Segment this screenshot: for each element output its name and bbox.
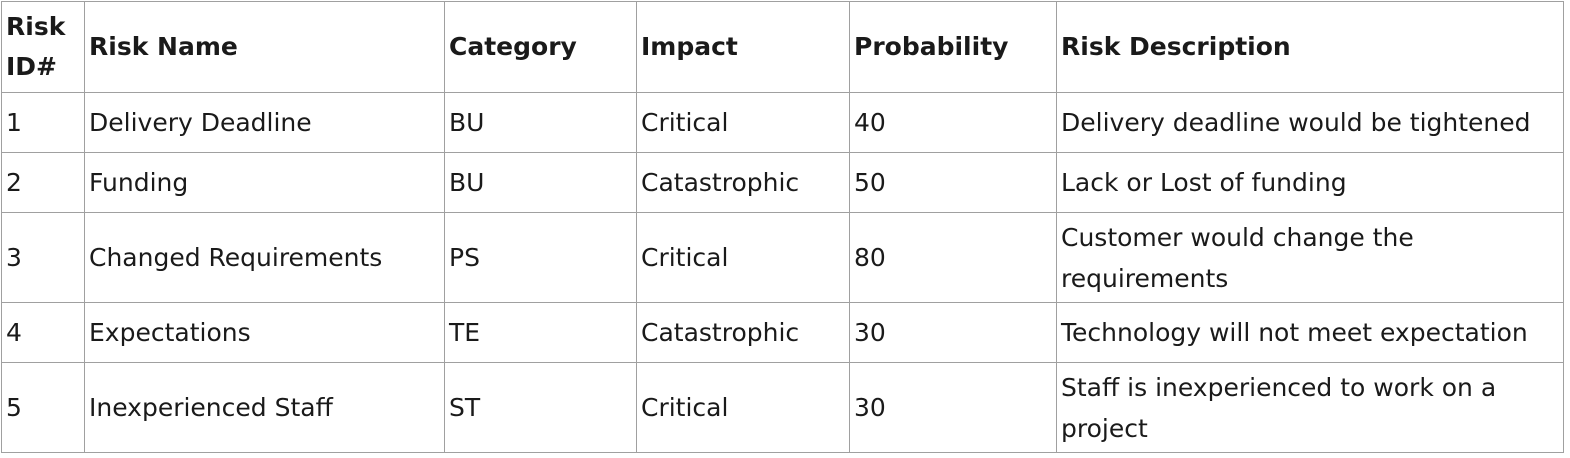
- table-row: 1 Delivery Deadline BU Critical 40 Deliv…: [1, 92, 1564, 153]
- cell-category: PS: [444, 212, 637, 303]
- cell-probability: 30: [849, 362, 1057, 453]
- cell-impact: Catastrophic: [636, 302, 850, 363]
- cell-risk-name: Expectations: [84, 302, 445, 363]
- cell-category: TE: [444, 302, 637, 363]
- cell-impact: Catastrophic: [636, 152, 850, 213]
- header-category: Category: [444, 1, 637, 93]
- cell-risk-name: Delivery Deadline: [84, 92, 445, 153]
- header-probability: Probability: [849, 1, 1057, 93]
- cell-risk-description: Technology will not meet expectation: [1056, 302, 1564, 363]
- cell-risk-description: Lack or Lost of funding: [1056, 152, 1564, 213]
- cell-risk-id: 2: [1, 152, 85, 213]
- table-row: 3 Changed Requirements PS Critical 80 Cu…: [1, 212, 1564, 303]
- header-risk-description: Risk Description: [1056, 1, 1564, 93]
- cell-probability: 50: [849, 152, 1057, 213]
- cell-risk-name: Changed Requirements: [84, 212, 445, 303]
- table-header-row: Risk ID# Risk Name Category Impact Proba…: [1, 1, 1564, 93]
- table-row: 4 Expectations TE Catastrophic 30 Techno…: [1, 302, 1564, 363]
- cell-risk-id: 5: [1, 362, 85, 453]
- cell-risk-name: Inexperienced Staff: [84, 362, 445, 453]
- cell-probability: 40: [849, 92, 1057, 153]
- cell-probability: 30: [849, 302, 1057, 363]
- header-risk-name: Risk Name: [84, 1, 445, 93]
- table-row: 2 Funding BU Catastrophic 50 Lack or Los…: [1, 152, 1564, 213]
- cell-risk-name: Funding: [84, 152, 445, 213]
- header-impact: Impact: [636, 1, 850, 93]
- cell-category: BU: [444, 152, 637, 213]
- cell-impact: Critical: [636, 92, 850, 153]
- cell-probability: 80: [849, 212, 1057, 303]
- cell-risk-id: 1: [1, 92, 85, 153]
- cell-impact: Critical: [636, 362, 850, 453]
- cell-risk-description: Delivery deadline would be tightened: [1056, 92, 1564, 153]
- header-risk-id: Risk ID#: [1, 1, 85, 93]
- cell-risk-description: Staff is inexperienced to work on a proj…: [1056, 362, 1564, 453]
- cell-risk-description: Customer would change the requirements: [1056, 212, 1564, 303]
- table-row: 5 Inexperienced Staff ST Critical 30 Sta…: [1, 362, 1564, 453]
- cell-category: ST: [444, 362, 637, 453]
- cell-risk-id: 4: [1, 302, 85, 363]
- cell-risk-id: 3: [1, 212, 85, 303]
- cell-category: BU: [444, 92, 637, 153]
- cell-impact: Critical: [636, 212, 850, 303]
